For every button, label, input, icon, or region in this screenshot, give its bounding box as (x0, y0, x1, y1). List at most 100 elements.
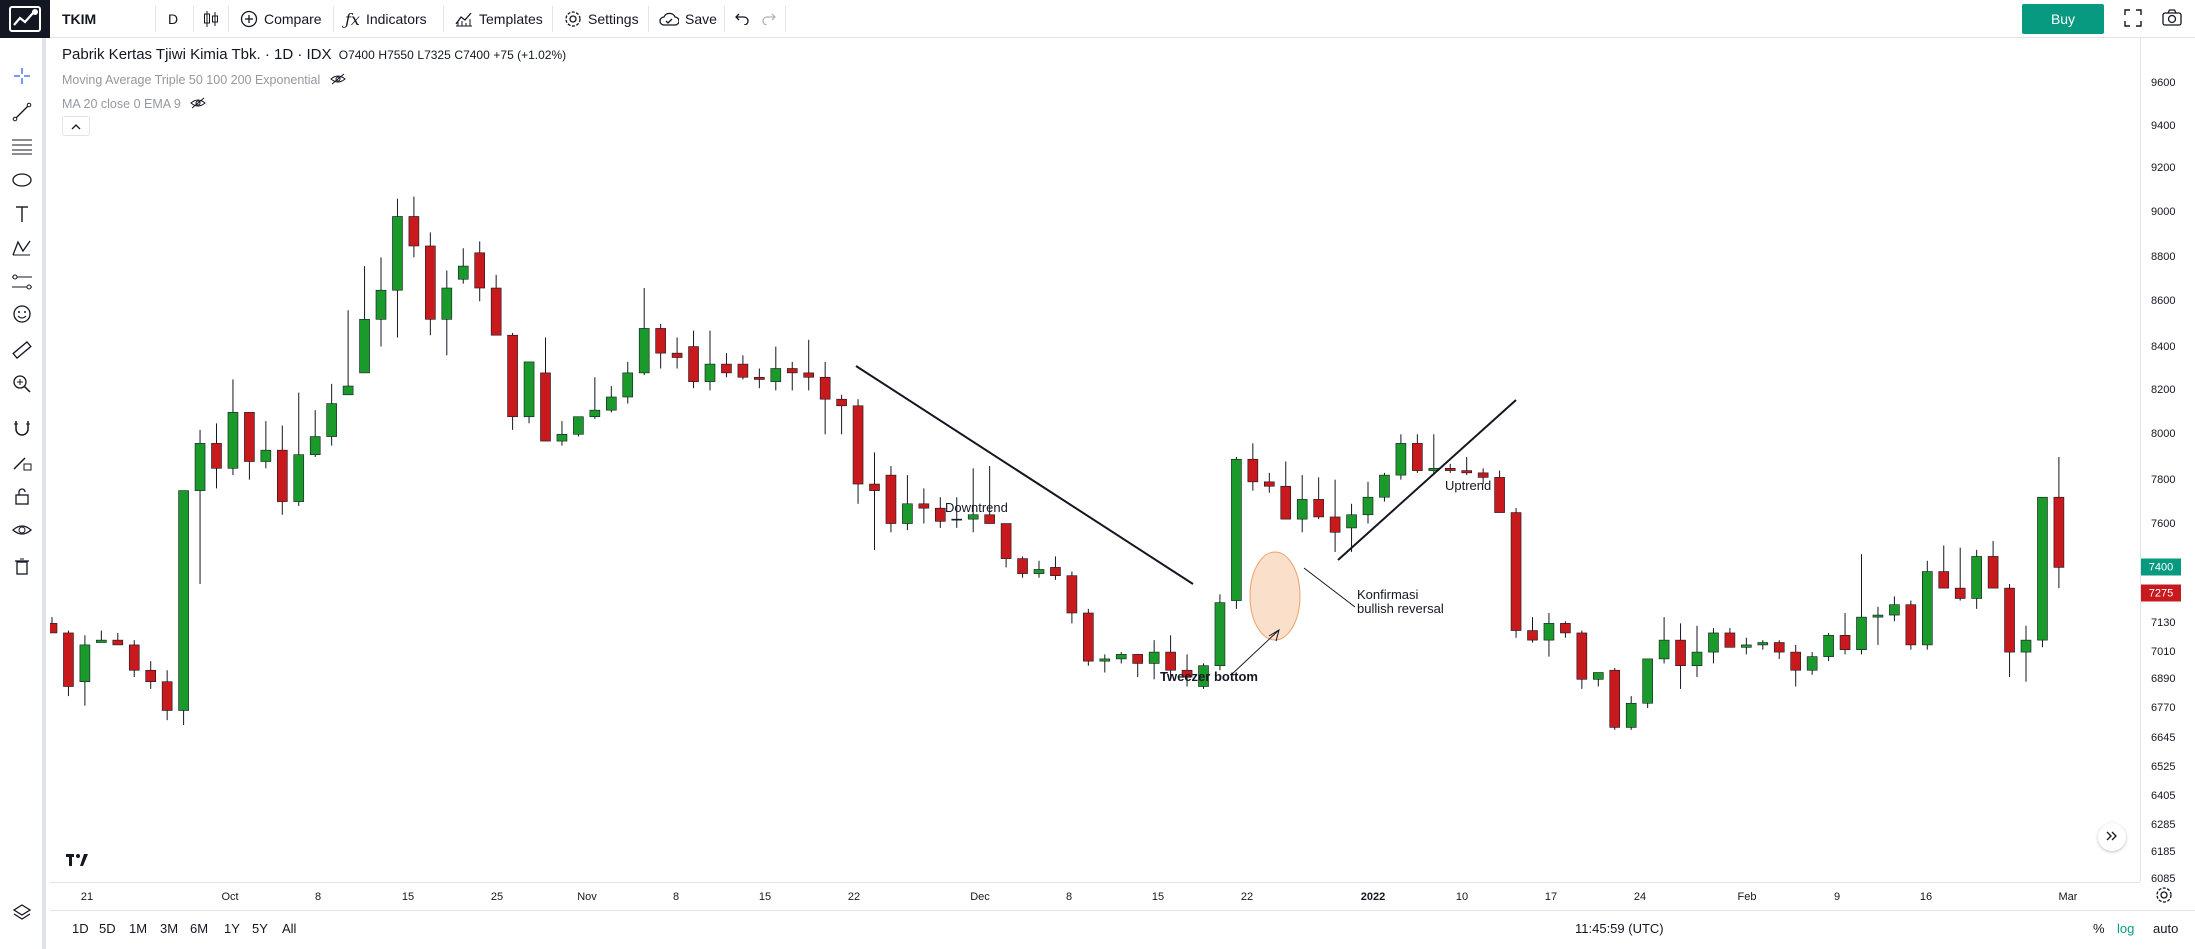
trend-line-tool[interactable] (8, 100, 36, 128)
candle-body (1527, 630, 1538, 641)
price-tick-label: 7800 (2151, 473, 2176, 486)
legend-low: L7325 (417, 48, 451, 62)
auto-toggle[interactable]: auto (2153, 921, 2179, 936)
candle-body (1987, 556, 1999, 589)
compare-button[interactable]: Compare (240, 0, 322, 38)
text-tool[interactable] (8, 202, 36, 230)
candle-body (803, 372, 815, 378)
candle-body (885, 474, 897, 524)
percent-toggle[interactable]: % (2093, 921, 2105, 936)
tweezer-highlight[interactable] (1249, 551, 1301, 641)
range-3m[interactable]: 3M (160, 921, 179, 936)
candle-body (918, 503, 930, 509)
chart-type-button[interactable] (203, 0, 225, 38)
price-tick-label: 8000 (2151, 428, 2176, 441)
crosshair-tool[interactable] (8, 64, 36, 92)
candle-body (934, 507, 946, 522)
interval-button[interactable]: D (168, 0, 178, 38)
uptrend-label: Uptrend (1445, 478, 1492, 493)
candle-body (1264, 481, 1275, 487)
pattern-tool[interactable] (8, 236, 36, 264)
time-tick-label: 25 (490, 891, 504, 903)
tweezer-bottom-label: Tweezer bottom (1160, 669, 1258, 684)
candlestick-chart[interactable] (50, 38, 2140, 882)
fullscreen-icon (2124, 8, 2142, 30)
buy-button[interactable]: Buy (2022, 4, 2104, 34)
undo-button[interactable] (733, 0, 749, 38)
candle-body (1083, 612, 1094, 662)
candle-body (1444, 468, 1456, 471)
range-1d[interactable]: 1D (72, 921, 89, 936)
screenshot-button[interactable] (2162, 0, 2182, 38)
candle-body (704, 363, 716, 382)
clock-timezone[interactable]: 11:45:59 (UTC) (1575, 921, 1664, 936)
toolbar-divider (443, 6, 444, 32)
chevron-up-icon (71, 117, 81, 135)
log-toggle[interactable]: log (2117, 921, 2135, 936)
fib-tool[interactable] (8, 134, 36, 162)
prediction-tool[interactable] (8, 270, 36, 298)
eye-hidden-icon[interactable] (190, 97, 207, 112)
lock-drawings-tool[interactable] (8, 484, 36, 512)
toolbar-divider (785, 6, 786, 32)
last-price-tag: 7400 (2141, 558, 2181, 576)
candle-body (1198, 665, 1209, 687)
icon-tool[interactable] (8, 302, 36, 330)
range-6m[interactable]: 6M (190, 921, 209, 936)
templates-button[interactable]: Templates (455, 0, 543, 38)
tradingview-logo-icon[interactable] (0, 0, 50, 38)
scroll-to-realtime-button[interactable] (2098, 823, 2126, 851)
drawing-mode-tool[interactable] (8, 450, 36, 478)
zoom-tool[interactable] (8, 372, 36, 400)
chart-pane[interactable] (50, 38, 2140, 882)
candle-body (869, 483, 880, 491)
symbol-search-button[interactable]: TKIM (62, 0, 96, 38)
fullscreen-button[interactable] (2124, 0, 2142, 38)
measure-tool[interactable] (8, 338, 36, 366)
toolbar-divider (333, 6, 334, 32)
candle-body (902, 503, 913, 524)
downtrend-label: Downtrend (945, 500, 1008, 515)
save-button[interactable]: Save (659, 0, 717, 38)
candle-body (441, 287, 453, 320)
forecast-icon (11, 272, 33, 297)
function-icon: ƒx (345, 9, 360, 29)
magnet-tool[interactable] (8, 416, 36, 444)
plus-circle-icon (240, 10, 258, 28)
legend-change: +75 (+1.02%) (493, 48, 567, 62)
remove-drawings-tool[interactable] (8, 554, 36, 582)
range-1m[interactable]: 1M (129, 921, 148, 936)
templates-label: Templates (479, 11, 543, 27)
shape-tool[interactable] (8, 168, 36, 196)
candle-body (507, 334, 518, 418)
object-tree-tool[interactable] (8, 900, 36, 928)
redo-button[interactable] (762, 0, 778, 38)
range-5d[interactable]: 5D (99, 921, 116, 936)
eye-icon (11, 520, 33, 545)
tweezer-pointer[interactable] (1230, 629, 1280, 676)
top-toolbar: TKIM D Compare ƒx Indicators Templates S… (0, 0, 2195, 38)
chart-settings-gear[interactable] (2155, 886, 2173, 909)
eye-hidden-icon[interactable] (330, 73, 346, 88)
range-all[interactable]: All (282, 921, 297, 936)
confirmation-pointer[interactable] (1303, 567, 1356, 608)
toolbar-divider (155, 6, 156, 32)
range-5y[interactable]: 5Y (252, 921, 268, 936)
candle-body (96, 639, 107, 643)
time-scale[interactable]: 21 Oct 8 15 25 Nov 8 15 22 Dec 8 15 22 2022 10 17 24 Feb 9… (50, 882, 2140, 910)
candle-body (573, 416, 584, 435)
indicator-legend-2[interactable]: MA 20 close 0 EMA 9 (62, 96, 207, 112)
downtrend-line[interactable] (855, 365, 1194, 585)
legend-collapse-button[interactable] (62, 116, 90, 136)
candles-icon (203, 10, 219, 28)
price-scale[interactable]: 9600 9400 9200 9000 8800 8600 8400 8200 8000 7800… (2140, 38, 2195, 885)
range-1y[interactable]: 1Y (224, 921, 240, 936)
price-tick-label: 7130 (2151, 617, 2176, 630)
candle-body (1017, 558, 1028, 574)
uptrend-line[interactable] (1337, 399, 1517, 561)
indicator-legend-1[interactable]: Moving Average Triple 50 100 200 Exponen… (62, 72, 346, 88)
hide-drawings-tool[interactable] (8, 518, 36, 546)
settings-button[interactable]: Settings (564, 0, 639, 38)
tweezer-arrowhead (1268, 628, 1280, 642)
indicators-button[interactable]: ƒx Indicators (345, 0, 427, 38)
